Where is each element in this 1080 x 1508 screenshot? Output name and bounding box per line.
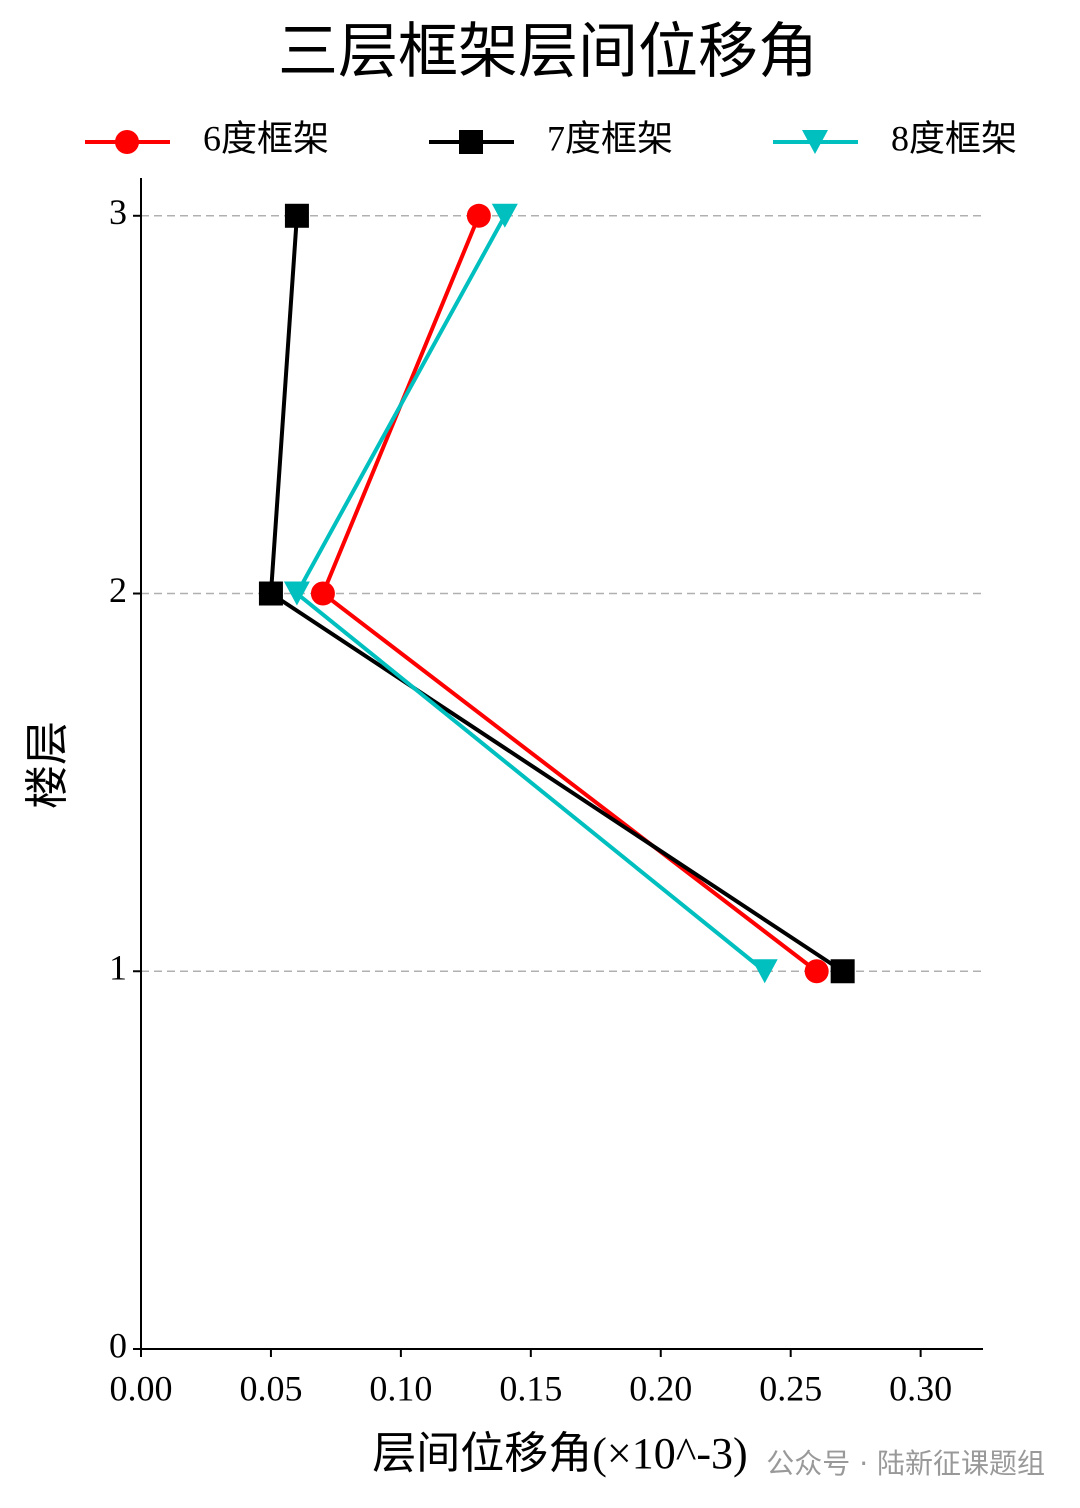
marker <box>466 203 491 228</box>
legend-marker <box>115 130 139 154</box>
x-tick-label: 0.25 <box>759 1368 822 1408</box>
x-tick-label: 0.10 <box>369 1368 432 1408</box>
x-tick-label: 0.30 <box>889 1368 952 1408</box>
y-axis-label: 楼层 <box>23 721 72 809</box>
chart-title: 三层框架层间位移角 <box>278 19 818 85</box>
x-tick-label: 0.05 <box>239 1368 302 1408</box>
marker <box>283 581 310 606</box>
marker <box>310 581 335 606</box>
x-tick-label: 0.15 <box>499 1368 562 1408</box>
legend-label: 8度框架 <box>891 118 1017 158</box>
legend-marker <box>459 130 483 154</box>
x-tick-label: 0.00 <box>110 1368 173 1408</box>
legend-marker <box>802 130 828 154</box>
marker <box>830 959 855 984</box>
marker <box>804 959 829 984</box>
legend-label: 7度框架 <box>547 118 673 158</box>
marker <box>751 959 778 984</box>
legend-label: 6度框架 <box>203 118 329 158</box>
y-tick-label: 1 <box>109 948 127 988</box>
marker <box>258 581 283 606</box>
y-tick-label: 2 <box>109 570 127 610</box>
x-axis-label: 层间位移角(×10^-3) <box>372 1429 747 1478</box>
x-tick-label: 0.20 <box>629 1368 692 1408</box>
y-tick-label: 3 <box>109 192 127 232</box>
watermark: 公众号 · 陆新征课题组 <box>766 1447 1045 1480</box>
marker <box>284 203 309 228</box>
marker <box>491 203 518 228</box>
y-tick-label: 0 <box>109 1325 127 1365</box>
